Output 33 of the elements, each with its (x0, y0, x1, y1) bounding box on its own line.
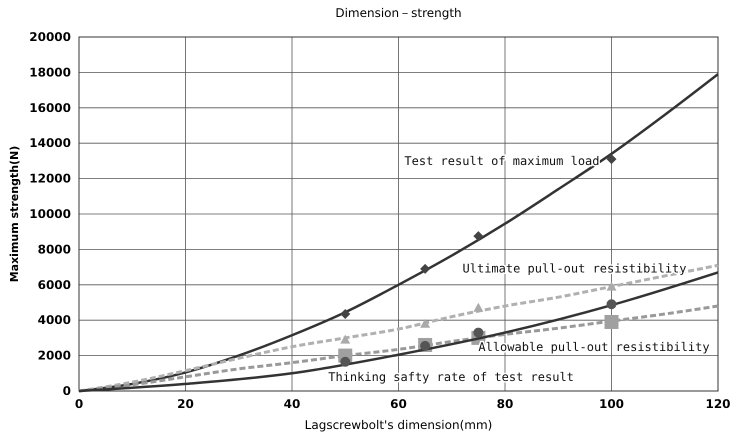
point (604, 314, 618, 329)
x-tick-label: 40 (284, 397, 300, 411)
point (606, 282, 616, 291)
point (606, 154, 616, 164)
point (340, 356, 350, 367)
y-tick-label: 4000 (38, 313, 71, 328)
x-tick-label: 120 (705, 397, 731, 411)
y-tick-label: 16000 (29, 100, 71, 115)
line-series (78, 304, 720, 392)
x-tick-label: 100 (598, 397, 624, 411)
point (340, 309, 350, 320)
y-tick-label: 18000 (29, 65, 71, 80)
y-tick-label: 12000 (29, 172, 71, 186)
point (606, 299, 616, 310)
chart-title: Dimension－strength (335, 6, 462, 20)
point (420, 264, 430, 274)
y-tick-label: 0 (62, 384, 71, 398)
x-tick-label: 60 (390, 397, 407, 411)
y-tick-label: 14000 (29, 136, 71, 150)
point (420, 318, 430, 328)
point (340, 334, 350, 344)
x-axis-title: Lagscrewbolt's dimension(mm) (304, 418, 492, 432)
point (473, 231, 484, 242)
y-tick-label: 6000 (38, 278, 71, 292)
point (473, 302, 484, 312)
x-tick-label: 80 (496, 397, 514, 411)
y-axis-title: Maximum strength(N) (8, 146, 21, 282)
x-tick-label: 20 (177, 397, 194, 411)
y-tick-label: 10000 (29, 207, 71, 221)
y-tick-label: 8000 (38, 242, 71, 256)
y-tick-label: 20000 (29, 30, 71, 44)
y-tick-label: 2000 (38, 348, 71, 363)
x-tick-label: 0 (74, 397, 84, 411)
